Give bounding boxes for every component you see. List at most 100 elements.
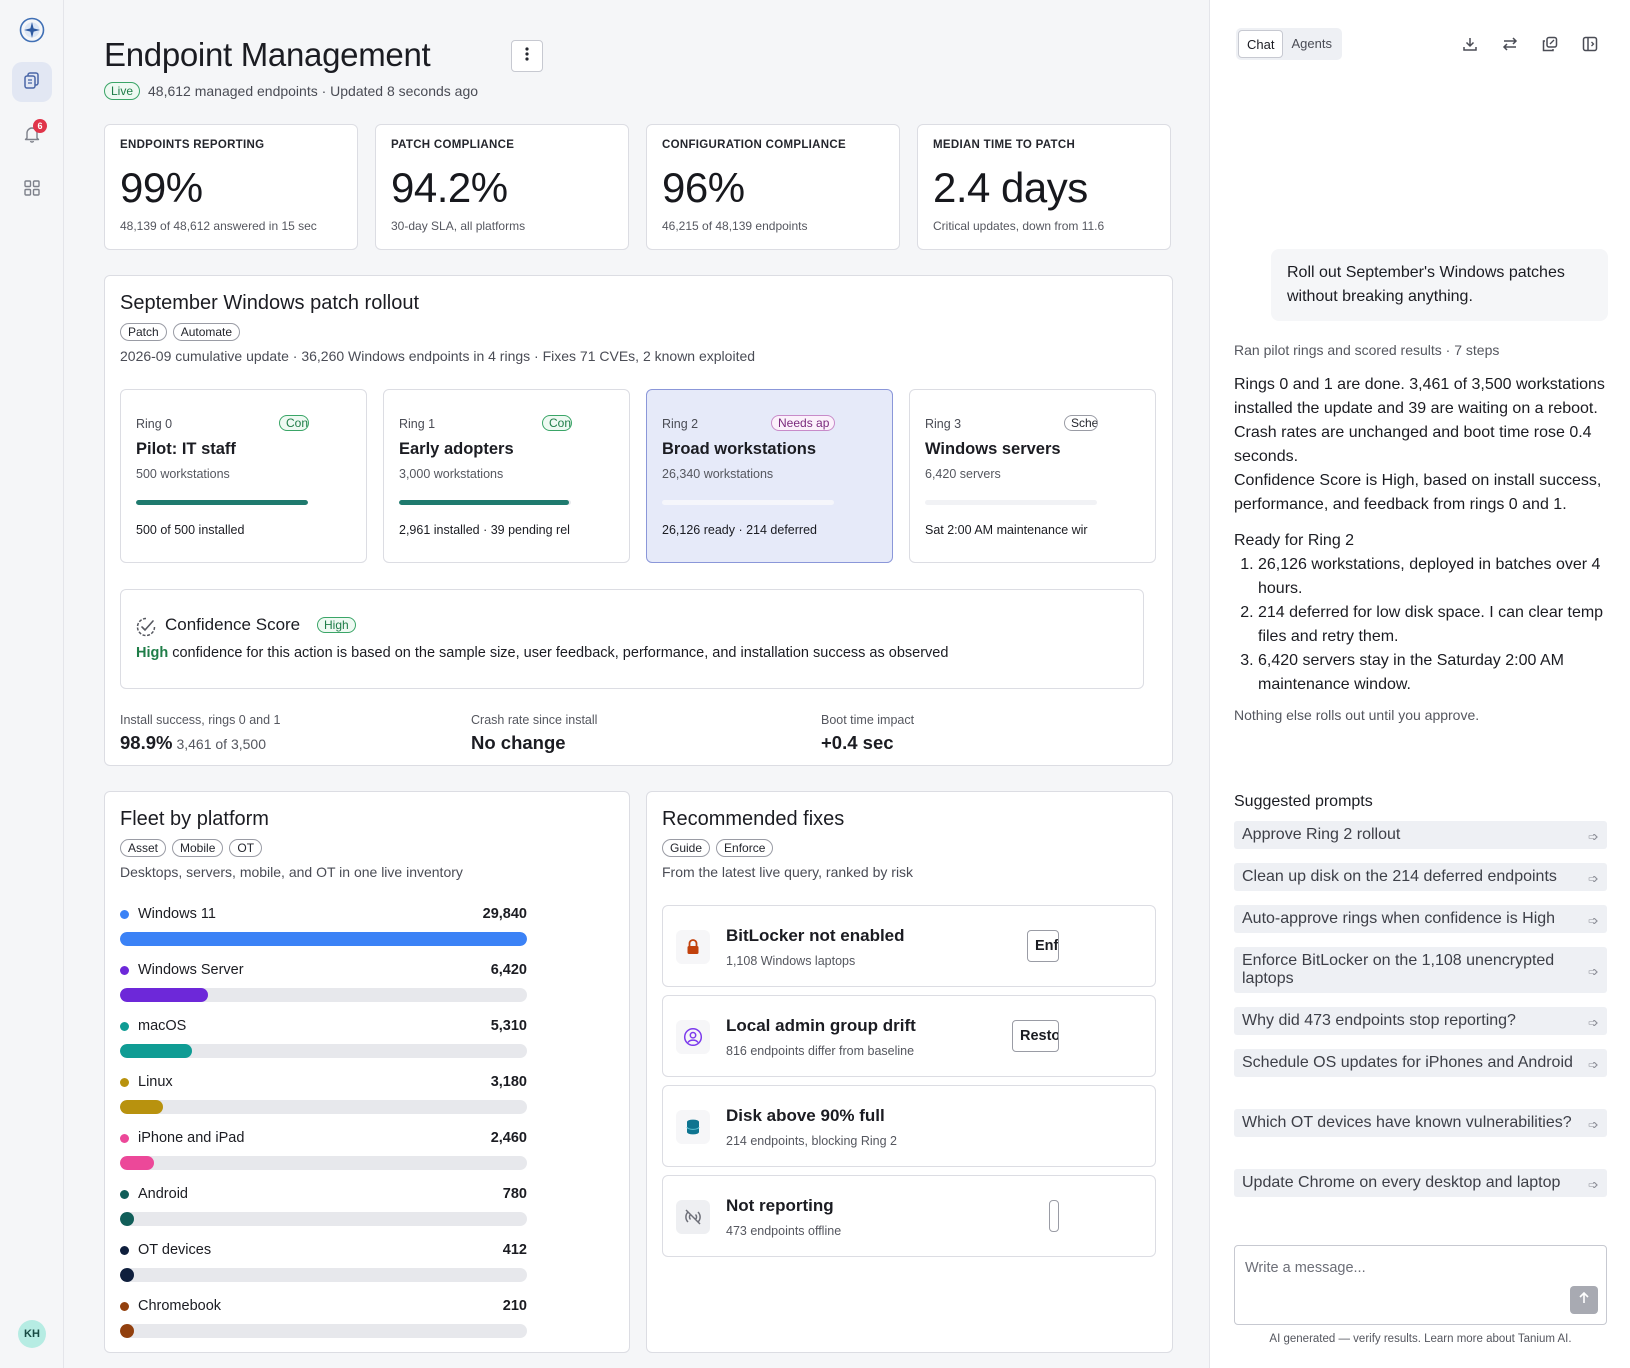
fix-title: Local admin group drift [726,1016,916,1035]
chip-patch[interactable]: Patch [120,323,167,341]
platform-count: 3,180 [490,1074,527,1090]
kpi-card-configuration-compliance[interactable]: CONFIGURATION COMPLIANCE 96% 46,215 of 4… [646,124,900,250]
platform-row-header: iPhone and iPad 2,460 [120,1128,527,1148]
kpi-sub: 48,139 of 48,612 answered in 15 sec [120,219,317,233]
suggested-prompt[interactable]: Approve Ring 2 rollout ➩ [1234,821,1607,849]
platform-bar-fill [120,1212,134,1226]
ring-card-0[interactable]: Ring 0 Con Pilot: IT staff 500 workstati… [120,389,367,563]
platform-bar-fill [120,1100,164,1114]
ring-progress-bar [925,500,1097,505]
kpi-card-median-time-to-patch[interactable]: MEDIAN TIME TO PATCH 2.4 days Critical u… [917,124,1171,250]
nav-documents-button[interactable] [12,62,52,102]
not-reporting-action-button[interactable] [1049,1200,1059,1232]
nav-apps-button[interactable] [12,170,52,210]
platform-bar-fill [120,1156,154,1170]
ring-card-2[interactable]: Ring 2 Needs ap Broad workstations 26,34… [646,389,893,563]
confidence-lead: High [136,645,169,661]
rollout-chips: Patch Automate [120,323,241,341]
rollout-title: September Windows patch rollout [120,292,420,314]
ai-disclaimer[interactable]: AI generated — verify results. Learn mor… [1269,1333,1572,1345]
arrow-right-icon: ➩ [1588,1117,1599,1132]
confidence-body: confidence for this action is based on t… [168,645,949,661]
platform-count: 780 [502,1186,527,1202]
fix-item-not-reporting[interactable]: Not reporting 473 endpoints offline [662,1175,1156,1257]
fix-item-disk-full[interactable]: Disk above 90% full 214 endpoints, block… [662,1085,1156,1167]
ring-count: 3,000 workstations [399,467,504,481]
chip-mobile[interactable]: Mobile [172,839,224,857]
download-icon[interactable] [1460,34,1480,54]
answer-heading: Ready for Ring 2 [1234,532,1355,549]
tab-agents[interactable]: Agents [1291,36,1332,51]
platform-color-dot [120,1189,129,1199]
ring-name: Early adopters [399,440,514,458]
run-summary[interactable]: Ran pilot rings and scored results · 7 s… [1234,342,1500,358]
enforce-bitlocker-button[interactable]: Enf [1027,930,1059,962]
metric-value: +0.4 sec [821,732,894,753]
platform-bar-fill [120,932,527,946]
platform-row[interactable]: Android 780 [120,1184,527,1226]
kpi-label: PATCH COMPLIANCE [391,139,515,151]
suggested-prompt[interactable]: Enforce BitLocker on the 1,108 unencrypt… [1234,947,1607,993]
left-rail: 6 KH [0,0,64,1368]
platform-name: Android [138,1186,188,1202]
fix-sub: 816 endpoints differ from baseline [726,1044,915,1058]
nav-notifications-button[interactable]: 6 [12,116,52,156]
confidence-text: High confidence for this action is based… [136,645,970,661]
chip-asset[interactable]: Asset [120,839,167,857]
kpi-card-patch-compliance[interactable]: PATCH COMPLIANCE 94.2% 30-day SLA, all p… [375,124,629,250]
new-window-icon[interactable] [1540,34,1560,54]
ring-card-1[interactable]: Ring 1 Con Early adopters 3,000 workstat… [383,389,630,563]
swap-icon[interactable] [1500,34,1520,54]
chip-enforce[interactable]: Enforce [716,839,774,857]
chip-ot[interactable]: OT [229,839,263,857]
suggested-prompt[interactable]: Update Chrome on every desktop and lapto… [1234,1169,1607,1197]
platform-row[interactable]: iPhone and iPad 2,460 [120,1128,527,1170]
kpi-label: ENDPOINTS REPORTING [120,139,265,151]
ring-count: 6,420 servers [925,467,1001,481]
platform-row[interactable]: Windows 11 29,840 [120,904,527,946]
subtitle-text: 48,612 managed endpoints · Updated 8 sec… [148,83,479,99]
suggested-prompt-label: Enforce BitLocker on the 1,108 unencrypt… [1242,952,1555,987]
suggested-prompt-label: Which OT devices have known vulnerabilit… [1242,1114,1572,1131]
more-options-button[interactable] [511,40,543,72]
fix-title: Not reporting [726,1196,834,1215]
platform-name: Windows Server [138,962,244,978]
chip-guide[interactable]: Guide [662,839,711,857]
fleet-description: Desktops, servers, mobile, and OT in one… [120,864,463,880]
kpi-label: MEDIAN TIME TO PATCH [933,139,1076,151]
platform-row[interactable]: Windows Server 6,420 [120,960,527,1002]
message-input[interactable] [1235,1246,1606,1324]
ring-card-3[interactable]: Ring 3 Sche Windows servers 6,420 server… [909,389,1156,563]
platform-row[interactable]: macOS 5,310 [120,1016,527,1058]
live-badge: Live [104,82,141,100]
tab-chat[interactable]: Chat [1238,30,1284,58]
platform-bar-fill [120,1324,134,1338]
chip-automate[interactable]: Automate [172,323,241,341]
suggested-prompt[interactable]: Which OT devices have known vulnerabilit… [1234,1109,1607,1137]
user-avatar[interactable]: KH [18,1320,46,1348]
suggested-prompt[interactable]: Auto-approve rings when confidence is Hi… [1234,905,1607,933]
platform-row[interactable]: OT devices 412 [120,1240,527,1282]
restore-baseline-button[interactable]: Resto [1012,1020,1059,1052]
suggested-prompt[interactable]: Schedule OS updates for iPhones and Andr… [1234,1049,1607,1077]
platform-count: 210 [502,1298,527,1314]
suggested-prompt[interactable]: Why did 473 endpoints stop reporting? ➩ [1234,1007,1607,1035]
suggested-prompt[interactable]: Clean up disk on the 214 deferred endpoi… [1234,863,1607,891]
collapse-panel-icon[interactable] [1580,34,1600,54]
kpi-card-endpoints-reporting[interactable]: ENDPOINTS REPORTING 99% 48,139 of 48,612… [104,124,358,250]
assistant-answer: Rings 0 and 1 are done. 3,461 of 3,500 w… [1234,373,1609,727]
platform-row[interactable]: Linux 3,180 [120,1072,527,1114]
send-button[interactable] [1570,1286,1598,1314]
kpi-sub: 46,215 of 48,139 endpoints [662,219,808,233]
platform-row[interactable]: Chromebook 210 [120,1296,527,1338]
suggested-prompt-label: Clean up disk on the 214 deferred endpoi… [1242,868,1557,885]
fixes-description: From the latest live query, ranked by ri… [662,864,914,880]
confidence-score-panel: Confidence Score High High confidence fo… [120,589,1144,689]
fixes-title: Recommended fixes [662,808,845,830]
kebab-icon [525,46,529,66]
kpi-value: 96% [662,164,745,211]
logo-icon[interactable] [19,17,45,43]
arrow-right-icon: ➩ [1588,1177,1599,1192]
fix-item-local-admin[interactable]: Local admin group drift 816 endpoints di… [662,995,1156,1077]
fix-item-bitlocker[interactable]: BitLocker not enabled 1,108 Windows lapt… [662,905,1156,987]
